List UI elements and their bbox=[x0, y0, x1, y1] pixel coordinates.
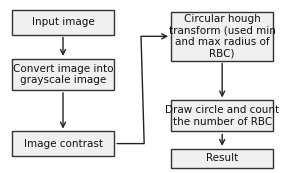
FancyBboxPatch shape bbox=[12, 131, 114, 156]
FancyBboxPatch shape bbox=[171, 100, 273, 131]
Text: Image contrast: Image contrast bbox=[23, 139, 102, 149]
Text: Result: Result bbox=[206, 153, 238, 163]
Text: Convert image into
grayscale image: Convert image into grayscale image bbox=[13, 64, 113, 85]
FancyBboxPatch shape bbox=[12, 59, 114, 90]
Text: Circular hough
transform (used min
and max radius of
RBC): Circular hough transform (used min and m… bbox=[169, 14, 276, 59]
FancyBboxPatch shape bbox=[171, 149, 273, 168]
Text: Draw circle and count
the number of RBC: Draw circle and count the number of RBC bbox=[165, 105, 279, 127]
FancyBboxPatch shape bbox=[171, 12, 273, 61]
Text: Input image: Input image bbox=[32, 17, 94, 28]
FancyBboxPatch shape bbox=[12, 10, 114, 35]
